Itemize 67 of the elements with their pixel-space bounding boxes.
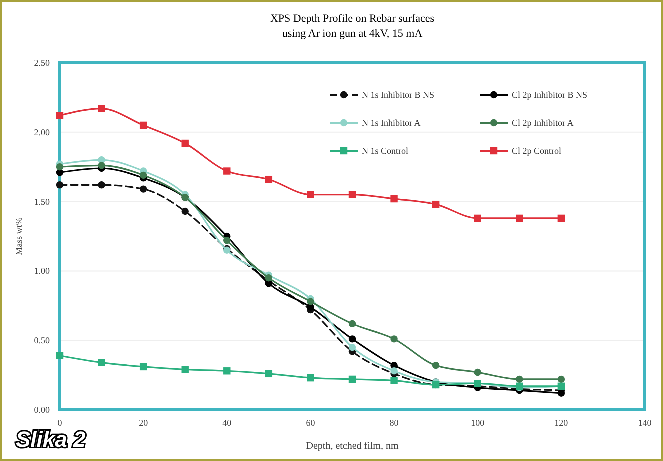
point bbox=[348, 191, 356, 198]
y-tick-label: 1.50 bbox=[34, 196, 50, 207]
text: Slika 2 bbox=[16, 427, 86, 452]
x-tick-label: 0 bbox=[58, 418, 63, 428]
point bbox=[307, 374, 314, 382]
legend-label: Cl 2p Inhibitor A bbox=[512, 118, 574, 128]
point bbox=[432, 362, 440, 370]
point bbox=[474, 214, 482, 222]
point bbox=[390, 377, 398, 384]
point bbox=[140, 172, 148, 180]
point bbox=[474, 368, 482, 376]
point bbox=[182, 366, 189, 374]
point bbox=[140, 186, 148, 193]
y-tick-label: 2.00 bbox=[34, 127, 50, 138]
x-tick-label: 120 bbox=[554, 418, 569, 428]
chart-subtitle: using Ar ion gun at 4kV, 15 mA bbox=[282, 28, 423, 40]
y-tick-label: 2.50 bbox=[34, 58, 50, 68]
point bbox=[140, 122, 148, 130]
point bbox=[182, 140, 189, 148]
y-axis-title: Mass wt% bbox=[14, 217, 24, 256]
point bbox=[390, 195, 398, 203]
point bbox=[558, 376, 566, 384]
chart-title: XPS Depth Profile on Rebar surfaces bbox=[270, 13, 435, 25]
legend-label: N 1s Inhibitor A bbox=[362, 118, 422, 128]
point bbox=[98, 359, 106, 366]
point bbox=[56, 164, 64, 171]
point bbox=[348, 376, 356, 384]
legend-label: Cl 2p Inhibitor B NS bbox=[512, 90, 588, 100]
point bbox=[98, 182, 106, 189]
x-tick-label: 100 bbox=[471, 418, 486, 428]
point bbox=[348, 320, 356, 328]
point bbox=[224, 368, 231, 375]
point bbox=[390, 368, 398, 375]
y-tick-label: 0.00 bbox=[34, 405, 50, 415]
legend-label: N 1s Inhibitor B NS bbox=[362, 90, 435, 100]
point bbox=[307, 191, 314, 198]
point bbox=[140, 363, 148, 371]
point bbox=[98, 162, 106, 170]
legend-label: N 1s Control bbox=[362, 146, 409, 156]
point bbox=[56, 182, 64, 189]
point bbox=[558, 390, 566, 397]
point bbox=[307, 298, 314, 306]
x-tick-label: 20 bbox=[139, 418, 149, 428]
legend-label: Cl 2p Control bbox=[512, 146, 562, 156]
point bbox=[182, 208, 189, 216]
x-tick-label: 60 bbox=[306, 418, 316, 428]
point bbox=[56, 112, 64, 120]
point bbox=[265, 176, 273, 184]
point bbox=[432, 200, 440, 208]
point bbox=[224, 237, 231, 244]
x-tick-label: 80 bbox=[390, 418, 400, 428]
point bbox=[348, 336, 356, 343]
point bbox=[516, 376, 524, 384]
point bbox=[265, 370, 273, 378]
point bbox=[98, 105, 106, 112]
point bbox=[516, 214, 524, 222]
point bbox=[56, 352, 64, 360]
point bbox=[224, 168, 231, 175]
point bbox=[348, 344, 356, 352]
x-tick-label: 140 bbox=[638, 418, 652, 428]
point bbox=[390, 336, 398, 343]
x-axis-title: Depth, etched film, nm bbox=[306, 441, 399, 452]
x-tick-label: 40 bbox=[222, 418, 232, 428]
y-tick-label: 1.00 bbox=[34, 266, 50, 276]
point bbox=[265, 274, 273, 282]
point bbox=[558, 214, 566, 222]
y-tick-label: 0.50 bbox=[34, 336, 50, 346]
